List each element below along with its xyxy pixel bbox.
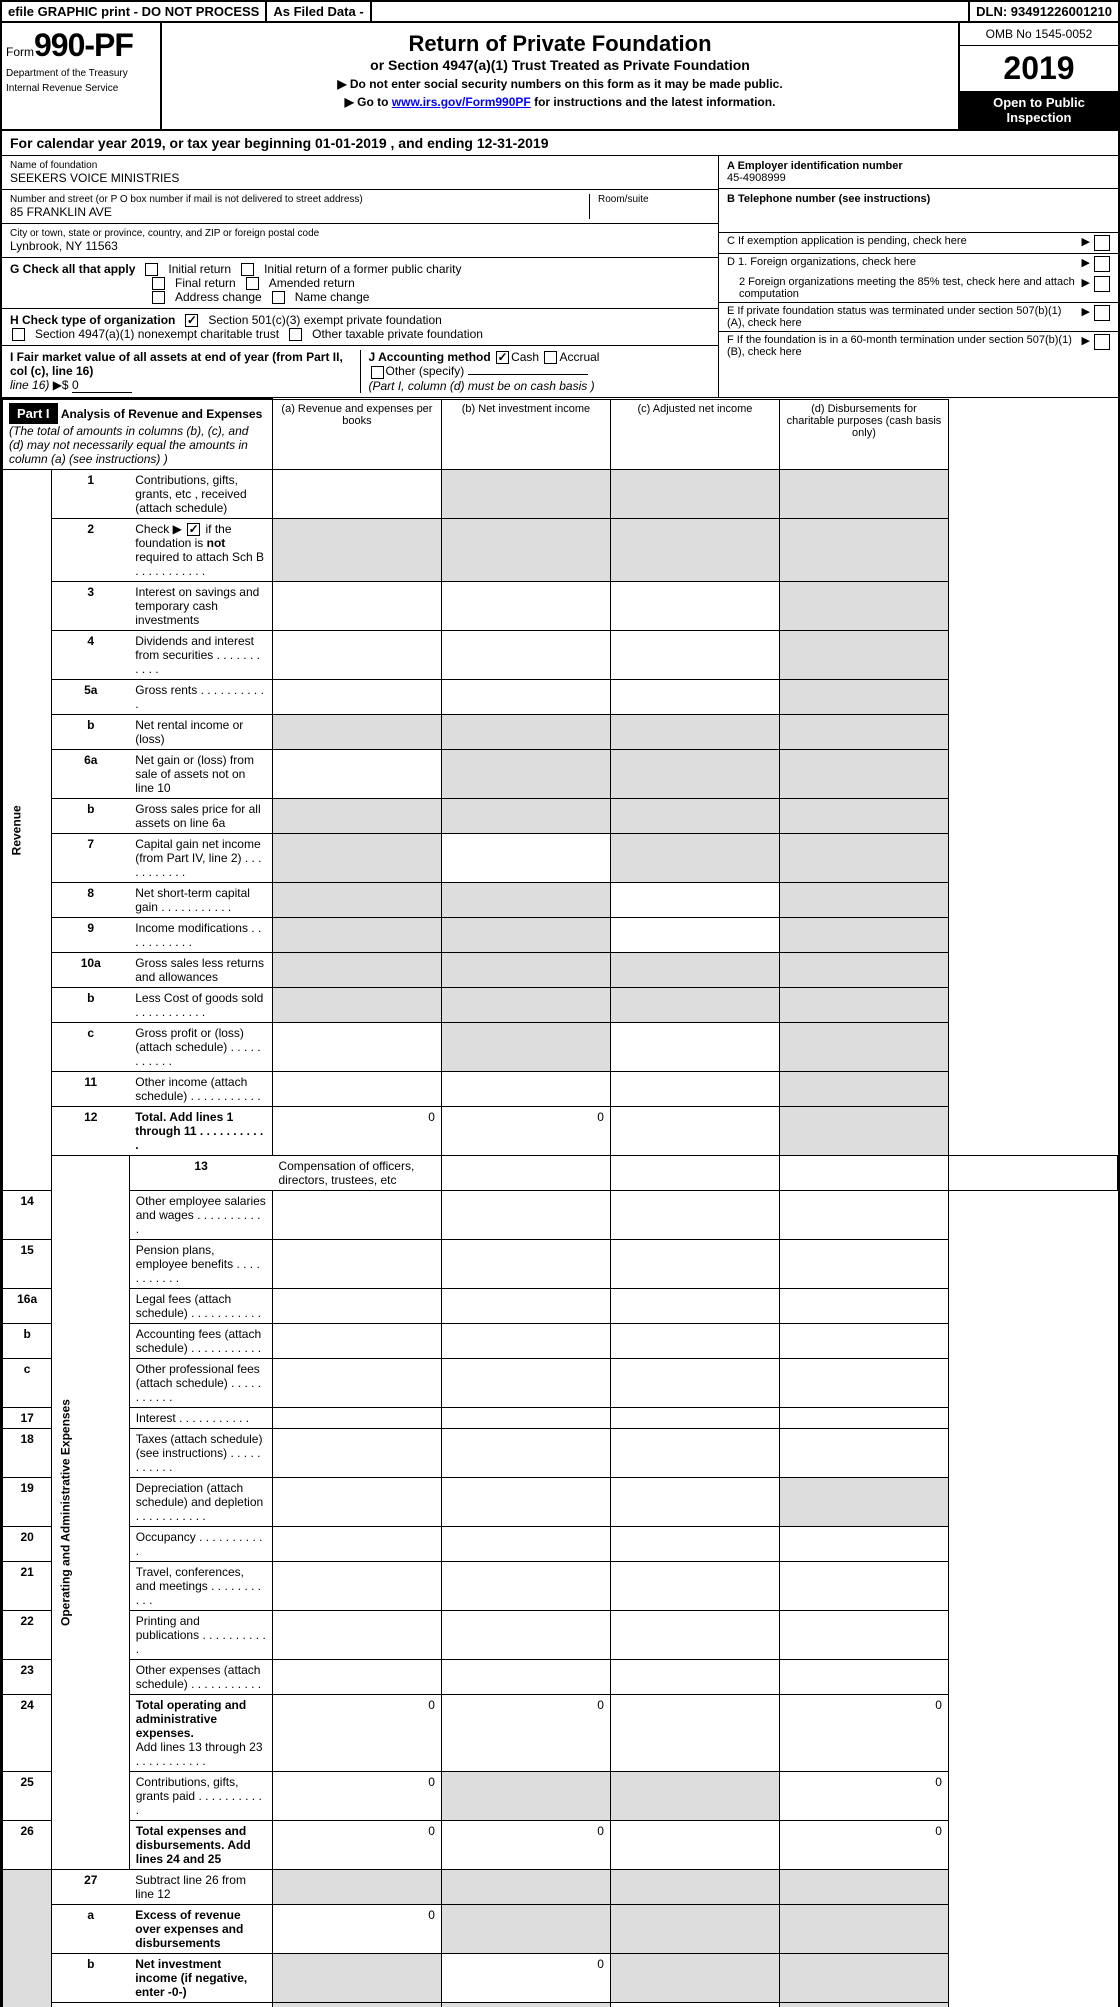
other-taxable-checkbox[interactable] (289, 328, 302, 341)
revenue-label: Revenue (3, 470, 52, 1191)
year-box: OMB No 1545-0052 2019 Open to Public Ins… (958, 23, 1118, 129)
part1-label: Part I (9, 403, 58, 424)
initial-former-checkbox[interactable] (241, 263, 254, 276)
top-bar: efile GRAPHIC print - DO NOT PROCESS As … (2, 2, 1118, 23)
dept-irs: Internal Revenue Service (6, 83, 156, 94)
header-section: Form990-PF Department of the Treasury In… (2, 23, 1118, 131)
efile-notice: efile GRAPHIC print - DO NOT PROCESS (2, 2, 267, 21)
col-d-header: (d) Disbursements for charitable purpose… (779, 399, 948, 470)
info-right: A Employer identification number 45-4908… (718, 156, 1118, 397)
title-sub: or Section 4947(a)(1) Trust Treated as P… (170, 57, 950, 73)
phone-cell: B Telephone number (see instructions) (719, 189, 1118, 233)
part1-table: Part I Analysis of Revenue and Expenses … (2, 398, 1118, 2007)
address-cell: Number and street (or P O box number if … (2, 190, 718, 224)
name-change-checkbox[interactable] (272, 291, 285, 304)
arrow-icon: ▶ (1082, 235, 1090, 248)
calendar-year-row: For calendar year 2019, or tax year begi… (2, 131, 1118, 156)
d2-checkbox[interactable] (1094, 276, 1110, 292)
schb-checkbox[interactable] (187, 523, 200, 536)
omb-number: OMB No 1545-0052 (960, 23, 1118, 46)
city-cell: City or town, state or province, country… (2, 224, 718, 258)
final-return-checkbox[interactable] (152, 277, 165, 290)
amended-return-checkbox[interactable] (246, 277, 259, 290)
irs-link[interactable]: www.irs.gov/Form990PF (392, 95, 531, 109)
tax-year: 2019 (960, 46, 1118, 91)
f-check: F If the foundation is in a 60-month ter… (719, 332, 1118, 360)
title-note-2: ▶ Go to www.irs.gov/Form990PF for instru… (170, 95, 950, 109)
initial-return-checkbox[interactable] (145, 263, 158, 276)
form-container: efile GRAPHIC print - DO NOT PROCESS As … (0, 0, 1120, 2007)
dln-number: DLN: 93491226001210 (968, 2, 1118, 21)
c-check: C If exemption application is pending, c… (719, 233, 1118, 254)
col-b-header: (b) Net investment income (441, 399, 610, 470)
asfiled-label: As Filed Data - (267, 2, 371, 21)
f-checkbox[interactable] (1094, 334, 1110, 350)
form-prefix: Form (6, 45, 34, 59)
accrual-checkbox[interactable] (544, 351, 557, 364)
4947a1-checkbox[interactable] (12, 328, 25, 341)
cash-checkbox[interactable] (496, 351, 509, 364)
d-checks: D 1. Foreign organizations, check here ▶… (719, 254, 1118, 303)
col-c-header: (c) Adjusted net income (610, 399, 779, 470)
col-a-header: (a) Revenue and expenses per books (272, 399, 441, 470)
g-check-row: G Check all that apply Initial return In… (2, 258, 718, 309)
e-checkbox[interactable] (1094, 305, 1110, 321)
expenses-label: Operating and Administrative Expenses (52, 1156, 129, 1870)
info-left: Name of foundation SEEKERS VOICE MINISTR… (2, 156, 718, 397)
fmv-value: 0 (72, 378, 132, 393)
title-box: Return of Private Foundation or Section … (162, 23, 958, 129)
501c3-checkbox[interactable] (185, 314, 198, 327)
c-checkbox[interactable] (1094, 235, 1110, 251)
d1-checkbox[interactable] (1094, 256, 1110, 272)
form-number-box: Form990-PF Department of the Treasury In… (2, 23, 162, 129)
title-main: Return of Private Foundation (170, 31, 950, 57)
h-check-row: H Check type of organization Section 501… (2, 309, 718, 346)
other-method-checkbox[interactable] (371, 366, 384, 379)
ein-cell: A Employer identification number 45-4908… (719, 156, 1118, 189)
form-number: 990-PF (34, 27, 133, 63)
address-change-checkbox[interactable] (152, 291, 165, 304)
dept-treasury: Department of the Treasury (6, 68, 156, 79)
open-public-badge: Open to Public Inspection (960, 91, 1118, 129)
e-check: E If private foundation status was termi… (719, 303, 1118, 332)
ij-row: I Fair market value of all assets at end… (2, 346, 718, 397)
title-note-1: ▶ Do not enter social security numbers o… (170, 77, 950, 91)
foundation-name-cell: Name of foundation SEEKERS VOICE MINISTR… (2, 156, 718, 190)
info-row: Name of foundation SEEKERS VOICE MINISTR… (2, 156, 1118, 398)
